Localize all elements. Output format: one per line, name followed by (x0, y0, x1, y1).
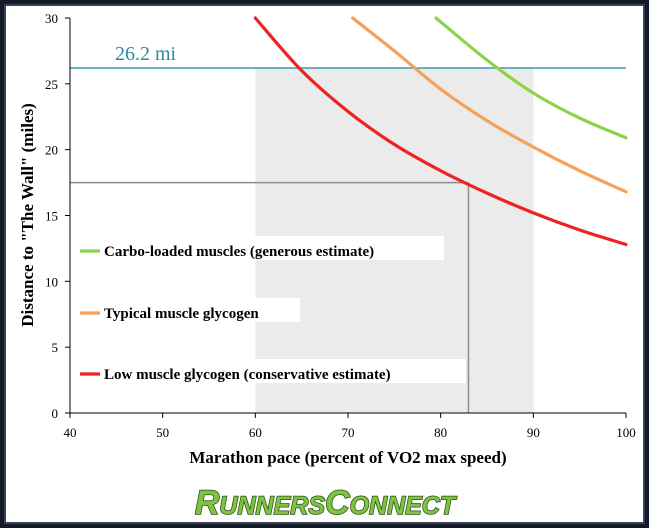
x-tick-label: 90 (527, 425, 540, 440)
y-axis-title: Distance to "The Wall" (miles) (18, 103, 37, 327)
y-tick-label: 15 (45, 209, 58, 224)
legend-box-1 (76, 236, 444, 260)
series-line-2 (351, 16, 628, 194)
x-tick-label: 50 (156, 425, 169, 440)
x-tick-label: 40 (64, 425, 77, 440)
x-tick-label: 70 (342, 425, 355, 440)
legend-label-2: Typical muscle glycogen (104, 306, 259, 322)
x-tick-label: 60 (249, 425, 262, 440)
y-tick-label: 5 (52, 340, 59, 355)
x-axis-title: Marathon pace (percent of VO2 max speed) (189, 448, 506, 467)
legend-label-3: Low muscle glycogen (conservative estima… (104, 367, 391, 383)
series-line-1 (434, 16, 628, 140)
svg-text:RUNNERSCONNECT: RUNNERSCONNECT (195, 484, 458, 522)
runnersconnect-logo: RUNNERSCONNECT (194, 483, 458, 523)
legend-label-1: Carbo-loaded muscles (generous estimate) (104, 244, 374, 260)
y-tick-label: 0 (52, 406, 59, 421)
x-tick-label: 80 (434, 425, 447, 440)
legend-box-2 (76, 298, 300, 322)
y-tick-label: 10 (45, 274, 58, 289)
y-tick-label: 30 (45, 11, 58, 26)
y-tick-label: 20 (45, 143, 58, 158)
series-line-3 (253, 16, 628, 247)
y-tick-label: 25 (45, 77, 58, 92)
reference-line-label: 26.2 mi (115, 43, 177, 65)
legend-box-3 (76, 359, 466, 383)
x-tick-label: 100 (616, 425, 636, 440)
